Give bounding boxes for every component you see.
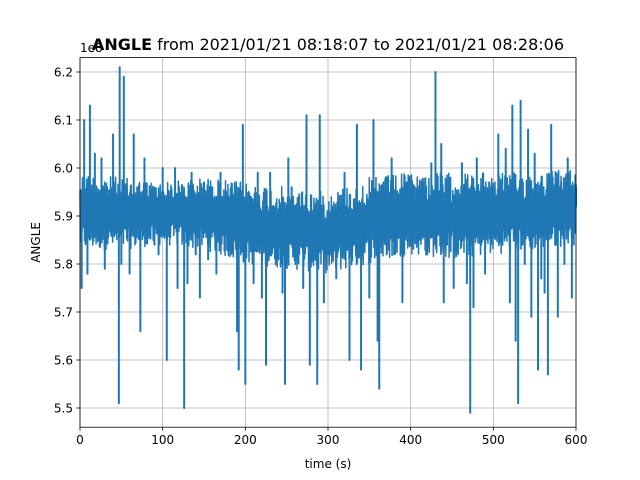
axis-ticks: 0 100 200 300 400 500 600 5.5 5.6 5.7 5.8 5.9 6.0 6.1… (54, 65, 588, 447)
y-axis-label: ANGLE (29, 222, 43, 263)
y-tick-label: 5.5 (54, 401, 73, 415)
x-tick-label: 0 (76, 433, 84, 447)
x-tick-label: 500 (482, 433, 505, 447)
x-tick-label: 200 (234, 433, 257, 447)
x-tick-label: 600 (565, 433, 588, 447)
y-tick-label: 5.9 (54, 209, 73, 223)
x-tick-label: 100 (151, 433, 174, 447)
chart-title-rest: from 2021/01/21 08:18:07 to 2021/01/21 0… (152, 35, 564, 54)
y-tick-label: 6.1 (54, 113, 73, 127)
y-tick-label: 5.7 (54, 305, 73, 319)
y-offset-label: 1e8 (80, 41, 103, 55)
chart-title: ANGLE from 2021/01/21 08:18:07 to 2021/0… (92, 35, 564, 54)
y-tick-label: 5.8 (54, 257, 73, 271)
x-axis-label: time (s) (305, 457, 352, 471)
y-tick-label: 5.6 (54, 353, 73, 367)
data-series (79, 66, 577, 414)
y-tick-label: 6.0 (54, 161, 73, 175)
y-tick-label: 6.2 (54, 65, 73, 79)
x-tick-label: 400 (399, 433, 422, 447)
x-tick-label: 300 (317, 433, 340, 447)
chart-title-bold: ANGLE (92, 35, 152, 54)
